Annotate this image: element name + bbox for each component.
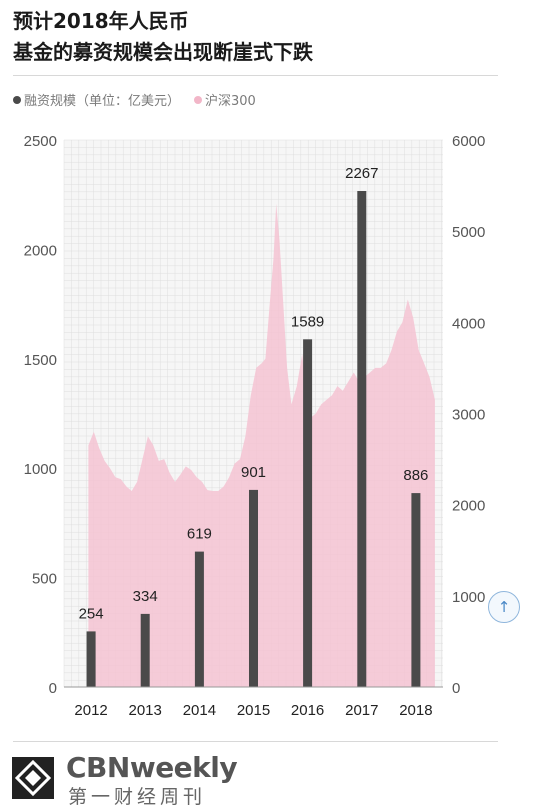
- legend-item-funding: 融资规模（单位：亿美元）: [13, 90, 180, 109]
- csi300-area: [88, 203, 435, 688]
- chart-svg: 0 500 1000 1500 2000 2500 0 1000 2000 3000 4000 500…: [24, 133, 486, 719]
- chart-legend: 融资规模（单位：亿美元） 沪深300: [13, 90, 270, 109]
- title-line-2: 基金的募资规模会出现断崖式下跌: [13, 40, 313, 64]
- bar: [249, 489, 258, 687]
- logo-text: CBNweekly: [66, 751, 238, 784]
- bar-data-label: 886: [403, 467, 428, 484]
- legend-label-funding: 融资规模（单位：亿美元）: [24, 94, 181, 109]
- logo-subtext: 第一财经周刊: [68, 786, 207, 808]
- bar: [194, 551, 204, 687]
- bar-data-label: 254: [79, 605, 104, 622]
- top-divider: [13, 75, 498, 76]
- bar-data-label: 2267: [345, 165, 378, 182]
- x-tick-label: 2015: [237, 702, 270, 719]
- bar: [411, 493, 421, 687]
- y-tick-label: 0: [49, 680, 57, 697]
- legend-label-csi300: 沪深300: [205, 94, 256, 109]
- y-tick-label: 2000: [24, 242, 57, 259]
- x-tick-label: 2013: [129, 702, 162, 719]
- y2-tick-label: 0: [452, 680, 460, 697]
- bar-data-label: 1589: [291, 313, 324, 330]
- y2-tick-label: 2000: [452, 498, 485, 515]
- y2-tick-label: 4000: [452, 315, 485, 332]
- x-tick-label: 2012: [74, 702, 107, 719]
- y2-tick-label: 5000: [452, 224, 485, 241]
- legend-swatch-funding: [13, 95, 21, 104]
- cbn-logo-icon: [12, 757, 54, 799]
- x-tick-label: 2018: [399, 702, 432, 719]
- x-tick-label: 2016: [291, 702, 324, 719]
- x-tick-label: 2017: [345, 702, 378, 719]
- scroll-to-top-button[interactable]: ↑: [488, 591, 520, 623]
- bar-data-label: 901: [241, 464, 266, 481]
- title-line-1: 预计2018年人民币: [13, 9, 189, 33]
- bar: [357, 191, 367, 687]
- arrow-up-icon: ↑: [497, 598, 511, 616]
- legend-swatch-csi300: [194, 95, 203, 104]
- bar: [86, 631, 96, 687]
- bar: [140, 613, 150, 687]
- y2-tick-label: 3000: [452, 407, 485, 424]
- x-tick-label: 2014: [183, 702, 216, 719]
- bar: [303, 339, 313, 687]
- y-tick-label: 1500: [24, 352, 57, 369]
- chart-title: 预计2018年人民币 基金的募资规模会出现断崖式下跌: [13, 6, 513, 68]
- y-tick-label: 500: [32, 571, 57, 588]
- y2-tick-label: 6000: [452, 133, 485, 150]
- legend-item-csi300: 沪深300: [194, 90, 256, 109]
- y-tick-label: 1000: [24, 461, 57, 478]
- footer-divider: [13, 741, 498, 742]
- bar-data-label: 619: [187, 526, 212, 543]
- y-tick-label: 2500: [24, 133, 57, 150]
- y2-tick-label: 1000: [452, 589, 485, 606]
- bar-data-label: 334: [133, 588, 158, 605]
